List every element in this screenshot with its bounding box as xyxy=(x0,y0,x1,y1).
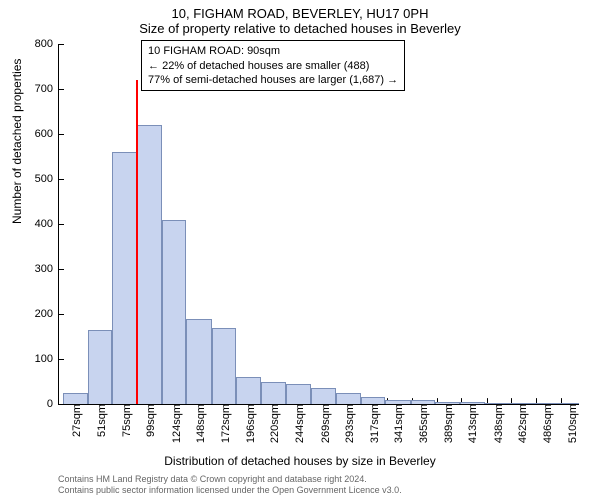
histogram-bar xyxy=(261,382,286,405)
histogram-bar xyxy=(88,330,113,404)
y-tick: 100 xyxy=(35,353,59,365)
histogram-bar xyxy=(236,377,261,404)
histogram-bar xyxy=(385,400,411,405)
y-tick: 600 xyxy=(35,128,59,140)
x-tick: 220sqm xyxy=(265,404,281,443)
property-info-box: 10 FIGHAM ROAD: 90sqm← 22% of detached h… xyxy=(141,40,405,91)
x-tick: 172sqm xyxy=(216,404,232,443)
histogram-bar xyxy=(535,403,560,404)
x-tick: 148sqm xyxy=(191,404,207,443)
x-axis-label: Distribution of detached houses by size … xyxy=(0,454,600,468)
histogram-bar xyxy=(560,403,579,404)
y-tick: 800 xyxy=(35,38,59,50)
x-tick: 124sqm xyxy=(167,404,183,443)
info-line: ← 22% of detached houses are smaller (48… xyxy=(148,59,398,73)
x-tick: 510sqm xyxy=(563,404,579,443)
x-tick: 51sqm xyxy=(92,404,108,437)
y-tick: 200 xyxy=(35,308,59,320)
histogram-bar xyxy=(411,400,436,405)
histogram-bar xyxy=(63,393,88,404)
x-tick: 293sqm xyxy=(340,404,356,443)
histogram-bar xyxy=(311,388,336,404)
y-axis-label: Number of detached properties xyxy=(10,59,24,224)
subtitle: Size of property relative to detached ho… xyxy=(0,21,600,36)
histogram-bar xyxy=(162,220,187,405)
x-tick: 27sqm xyxy=(67,404,83,437)
y-tick: 400 xyxy=(35,218,59,230)
histogram-bar xyxy=(485,403,511,404)
x-tick: 244sqm xyxy=(290,404,306,443)
histogram-bar xyxy=(112,152,137,404)
address-title: 10, FIGHAM ROAD, BEVERLEY, HU17 0PH xyxy=(0,0,600,21)
x-tick: 413sqm xyxy=(463,404,479,443)
histogram-bar xyxy=(361,397,386,404)
y-tick: 500 xyxy=(35,173,59,185)
histogram-bar xyxy=(435,402,460,404)
histogram-bar xyxy=(286,384,312,404)
x-tick: 196sqm xyxy=(241,404,257,443)
info-line: 10 FIGHAM ROAD: 90sqm xyxy=(148,44,398,58)
y-tick: 0 xyxy=(47,398,59,410)
footer-line: Contains HM Land Registry data © Crown c… xyxy=(58,474,402,485)
x-tick: 75sqm xyxy=(117,404,133,437)
attribution-footer: Contains HM Land Registry data © Crown c… xyxy=(58,474,402,496)
histogram-bar xyxy=(137,125,162,404)
histogram-bar xyxy=(212,328,237,405)
x-tick: 317sqm xyxy=(365,404,381,443)
histogram-bar xyxy=(460,402,485,404)
property-marker-line xyxy=(136,80,138,404)
x-tick: 438sqm xyxy=(489,404,505,443)
x-tick: 365sqm xyxy=(414,404,430,443)
x-tick: 389sqm xyxy=(439,404,455,443)
x-tick: 99sqm xyxy=(141,404,157,437)
histogram-bar xyxy=(510,403,535,404)
x-tick: 269sqm xyxy=(316,404,332,443)
y-tick: 700 xyxy=(35,83,59,95)
x-tick: 341sqm xyxy=(389,404,405,443)
histogram-bar xyxy=(336,393,361,404)
histogram-chart: 010020030040050060070080027sqm51sqm75sqm… xyxy=(58,44,578,404)
info-line: 77% of semi-detached houses are larger (… xyxy=(148,73,398,87)
histogram-bar xyxy=(186,319,212,405)
x-tick: 486sqm xyxy=(538,404,554,443)
y-tick: 300 xyxy=(35,263,59,275)
footer-line: Contains public sector information licen… xyxy=(58,485,402,496)
x-tick: 462sqm xyxy=(513,404,529,443)
